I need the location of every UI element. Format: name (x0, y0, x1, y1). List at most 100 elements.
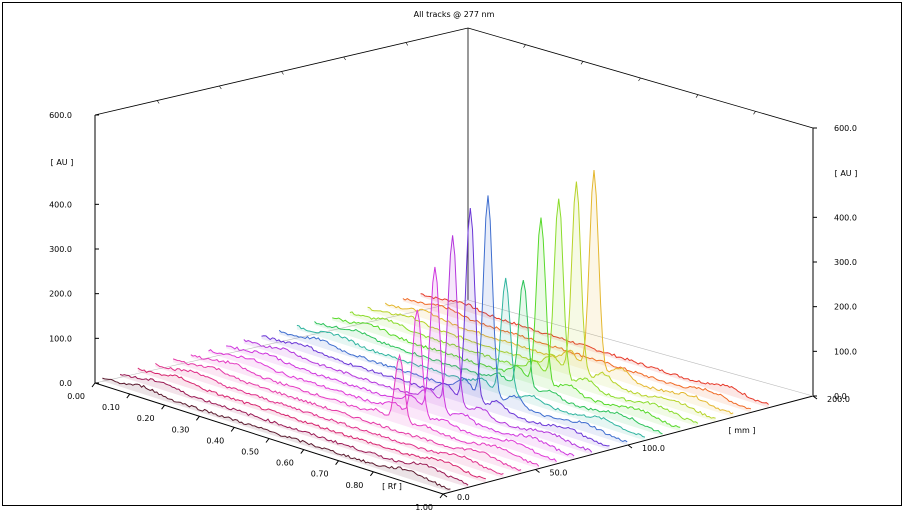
rf-tick-label: 0.30 (172, 425, 190, 434)
track-18-fill (402, 298, 751, 413)
track-6-line (190, 353, 540, 467)
back-left-tick (343, 56, 346, 61)
rf-tick-label: 0.50 (241, 448, 259, 457)
left-au-tick-label: 600.0 (49, 111, 72, 120)
track-9-line (243, 235, 593, 453)
mm-tick-label: 200.0 (827, 395, 850, 404)
track-9 (243, 235, 593, 455)
rf-tick-label: 0.70 (311, 470, 329, 479)
track-1-line (102, 377, 451, 490)
track-3 (137, 367, 486, 483)
rf-tick (161, 404, 166, 410)
track-7-fill (208, 309, 557, 464)
track-7-line (208, 309, 557, 463)
mm-tick (627, 444, 633, 449)
left-au-tick-label: 0.0 (59, 379, 72, 388)
rf-tick (300, 449, 305, 454)
rf-tick (230, 427, 235, 432)
back-left-tick (405, 42, 409, 46)
left-au-tick-label: 200.0 (49, 290, 72, 299)
rf-tick (91, 382, 96, 388)
mm-axis-label: [ mm ] (729, 426, 756, 435)
left-au-axis-label: [ AU ] (51, 158, 74, 167)
track-12 (296, 277, 646, 441)
track-12-fill (296, 278, 645, 441)
rf-tick-label: 0.00 (67, 392, 85, 401)
rf-tick-label: 0.40 (206, 436, 224, 445)
track-15 (349, 198, 699, 427)
mm-tick-label: 100.0 (642, 444, 665, 453)
track-13-line (314, 279, 663, 435)
track-13-fill (314, 280, 663, 436)
back-right-tick (580, 61, 584, 65)
chromatogram-traces (102, 170, 769, 492)
rf-tick-label: 0.60 (276, 459, 294, 468)
track-13 (314, 279, 663, 436)
right-au-tick-label: 600.0 (834, 124, 857, 133)
chart-title: All tracks @ 277 nm (413, 10, 495, 19)
track-10 (261, 207, 610, 450)
track-3-fill (137, 368, 486, 483)
mm-tick-label: 0.0 (457, 493, 470, 502)
rf-tick (265, 438, 270, 443)
rf-tick (126, 393, 131, 399)
track-2-line (119, 373, 469, 486)
floor-back-right (467, 299, 814, 397)
rf-tick-label: 0.20 (137, 414, 155, 423)
track-6-fill (190, 354, 539, 469)
track-15-line (349, 198, 699, 424)
mm-tick (442, 493, 448, 498)
track-1 (102, 377, 451, 492)
rf-tick (195, 415, 200, 421)
rf-tick-label: 0.80 (346, 481, 364, 490)
track-4-line (155, 362, 504, 475)
track-16 (367, 181, 716, 422)
back-left-tick (281, 71, 284, 75)
right-au-tick-label: 300.0 (834, 258, 857, 267)
track-6 (190, 353, 540, 469)
track-8-line (226, 266, 575, 457)
back-left-tick (156, 100, 160, 104)
track-2-fill (120, 374, 469, 488)
track-18-line (402, 298, 752, 410)
track-14-line (332, 217, 681, 428)
mm-tick (812, 395, 818, 400)
rf-tick (335, 460, 340, 466)
left-au-tick-label: 400.0 (49, 200, 72, 209)
back-right-tick (523, 44, 526, 48)
track-16-line (367, 181, 716, 419)
axis-labels: 0.0 100.0 200.0 300.0 400.0 600.0 [ AU ] 0.0 100… (49, 111, 857, 512)
track-19-line (420, 293, 769, 405)
back-right-tick (695, 94, 699, 98)
track-17 (384, 170, 734, 418)
rf-tick (369, 471, 374, 477)
back-right-tick (638, 77, 641, 82)
back-left-tick (219, 85, 222, 90)
track-5 (172, 358, 522, 474)
left-au-tick-label: 300.0 (49, 245, 72, 254)
mm-tick-label: 50.0 (550, 469, 568, 478)
track-19 (420, 293, 769, 408)
rf-tick-label: 0.10 (102, 403, 120, 412)
track-18 (402, 298, 752, 413)
track-11-line (278, 195, 628, 443)
track-7 (208, 309, 557, 464)
right-au-axis-label: [ AU ] (835, 169, 858, 178)
track-12-line (296, 277, 646, 438)
track-11 (278, 195, 628, 446)
right-au-tick-label: 200.0 (834, 303, 857, 312)
chart-frame (2, 2, 902, 506)
back-right-tick (753, 111, 756, 115)
right-au-tick-label: 100.0 (834, 347, 857, 356)
track-4 (155, 362, 504, 478)
right-au-tick-label: 400.0 (834, 213, 857, 222)
track-8 (226, 266, 575, 460)
track-10-line (261, 207, 610, 447)
mm-tick (535, 469, 540, 473)
right-au-tick-label: 0.0 (834, 392, 847, 401)
track-2 (119, 373, 469, 488)
track-5-line (172, 358, 522, 471)
left-au-tick-label: 100.0 (49, 334, 72, 343)
